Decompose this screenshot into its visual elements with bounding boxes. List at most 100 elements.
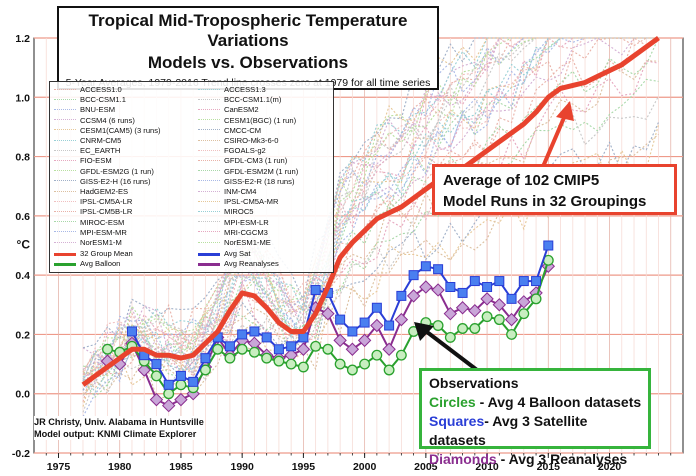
legend-model-right: MPI-ESM-LR bbox=[198, 218, 269, 227]
data-point-square bbox=[469, 276, 480, 287]
legend-label: 32 Group Mean bbox=[80, 249, 133, 258]
data-point-circle bbox=[261, 352, 273, 364]
legend-swatch bbox=[54, 262, 76, 266]
legend-swatch bbox=[54, 108, 76, 110]
data-point-square bbox=[506, 293, 517, 304]
legend-label: CESM1(BGC) (1 run) bbox=[224, 115, 297, 125]
legend-label: Avg Reanalyses bbox=[224, 259, 279, 268]
data-point-diamond bbox=[321, 306, 335, 321]
legend-swatch bbox=[198, 139, 220, 141]
legend-model-left: GFDL-ESM2G (1 run) bbox=[54, 167, 154, 176]
legend-swatch bbox=[54, 149, 76, 151]
legend-label: EC_EARTH bbox=[80, 146, 121, 156]
data-point-diamond bbox=[357, 333, 372, 348]
legend-swatch bbox=[54, 221, 76, 223]
legend-model-right: CMCC-CM bbox=[198, 126, 261, 135]
model-run-line bbox=[82, 37, 659, 359]
model-run-line bbox=[82, 37, 659, 380]
data-point-square bbox=[396, 290, 407, 301]
data-point-circle bbox=[334, 358, 346, 370]
model-run-line bbox=[82, 37, 659, 380]
legend-label: NorESM1-ME bbox=[224, 238, 271, 247]
model-run-line bbox=[82, 37, 659, 385]
model-run-line bbox=[82, 37, 659, 374]
legend-swatch bbox=[198, 88, 220, 90]
legend-swatch bbox=[54, 159, 76, 161]
legend-label: Avg Balloon bbox=[80, 259, 121, 268]
legend-model-left: BCC-CSM1.1 bbox=[54, 95, 126, 104]
x-tick-label: 1980 bbox=[108, 461, 132, 473]
data-point-circle bbox=[224, 352, 236, 364]
observations-arrow-head bbox=[414, 322, 434, 341]
data-point-circle bbox=[469, 323, 481, 334]
model-run-line bbox=[82, 37, 659, 378]
legend-avg-reanalyses: Avg Reanalyses bbox=[198, 259, 279, 268]
model-arrow-head bbox=[556, 101, 574, 121]
legend-label: CMCC-CM bbox=[224, 125, 262, 135]
legend-model-left: NorESM1-M bbox=[54, 238, 122, 247]
legend-model-right: MRI-CGCM3 bbox=[198, 228, 268, 237]
data-point-diamond bbox=[174, 392, 188, 407]
legend-label: BNU-ESM bbox=[80, 105, 116, 115]
data-point-diamond bbox=[149, 392, 164, 407]
legend-label: CESM1(CAM5) (3 runs) bbox=[80, 125, 161, 135]
data-point-diamond bbox=[431, 283, 445, 297]
legend-label: CNRM-CM5 bbox=[80, 136, 122, 145]
legend-swatch bbox=[54, 231, 76, 233]
data-point-diamond bbox=[455, 301, 470, 315]
legend-model-left: IPSL-CM5B-LR bbox=[54, 207, 132, 216]
legend-label: NorESM1-M bbox=[80, 238, 122, 247]
legend-model-left: MIROC-ESM bbox=[54, 218, 124, 227]
data-point-circle bbox=[383, 364, 395, 376]
data-point-square bbox=[384, 320, 395, 331]
data-point-square bbox=[163, 379, 174, 390]
data-point-diamond bbox=[137, 363, 151, 377]
chart-title: Tropical Mid-Tropospheric Temperature Va… bbox=[88, 11, 408, 50]
legend-model-right: CESM1(BGC) (1 run) bbox=[198, 116, 296, 125]
data-point-square bbox=[457, 287, 468, 298]
legend-swatch bbox=[54, 241, 76, 243]
data-point-circle bbox=[175, 379, 187, 391]
y-tick-label: 0.0 bbox=[15, 389, 30, 401]
legend-swatch bbox=[198, 262, 220, 266]
observations-heading: Observations bbox=[429, 375, 519, 391]
data-point-square bbox=[273, 344, 284, 355]
legend-model-left: HadGEM2-ES bbox=[54, 187, 128, 196]
data-point-square bbox=[298, 332, 309, 343]
y-tick-label: -0.2 bbox=[12, 448, 30, 460]
data-point-diamond bbox=[345, 342, 360, 356]
legend-model-right: NorESM1-ME bbox=[198, 238, 271, 247]
y-tick-label: 0.4 bbox=[15, 270, 30, 282]
legend-label: BCC-CSM1.1(m) bbox=[224, 95, 282, 105]
data-point-circle bbox=[444, 331, 456, 343]
observations-arrow bbox=[425, 330, 479, 372]
x-tick-label: 2020 bbox=[598, 461, 622, 473]
data-point-diamond bbox=[468, 304, 482, 318]
legend-group-mean: 32 Group Mean bbox=[54, 249, 133, 258]
legend-model-left: MPI-ESM-MR bbox=[54, 228, 127, 237]
legend-model-left: CCSM4 (6 runs) bbox=[54, 116, 135, 125]
series-line bbox=[81, 35, 660, 387]
legend-model-left: ACCESS1.0 bbox=[54, 85, 122, 94]
legend-label: MRI-CGCM3 bbox=[224, 227, 268, 237]
data-point-circle bbox=[371, 349, 383, 361]
legend-avg-balloon: Avg Balloon bbox=[54, 259, 120, 268]
legend-label: MIROC-ESM bbox=[80, 217, 125, 227]
data-point-circle bbox=[395, 349, 407, 361]
squares-note: Squares- Avg 3 Satellite datasets bbox=[429, 412, 648, 450]
data-point-circle bbox=[322, 343, 334, 355]
legend-swatch bbox=[198, 159, 220, 161]
data-point-square bbox=[518, 276, 529, 287]
legend: ACCESS1.0 BCC-CSM1.1 BNU-ESM CCSM4 (6 runs)… bbox=[49, 81, 334, 273]
data-point-square bbox=[482, 282, 493, 292]
data-point-circle bbox=[102, 343, 113, 355]
legend-swatch bbox=[198, 231, 220, 233]
circles-text: - Avg 4 Balloon datasets bbox=[475, 394, 642, 410]
legend-swatch bbox=[198, 149, 220, 151]
legend-label: BCC-CSM1.1 bbox=[80, 95, 126, 105]
legend-swatch bbox=[198, 119, 220, 121]
data-point-circle bbox=[493, 314, 505, 326]
data-point-circle bbox=[273, 355, 285, 367]
legend-swatch bbox=[198, 221, 220, 223]
